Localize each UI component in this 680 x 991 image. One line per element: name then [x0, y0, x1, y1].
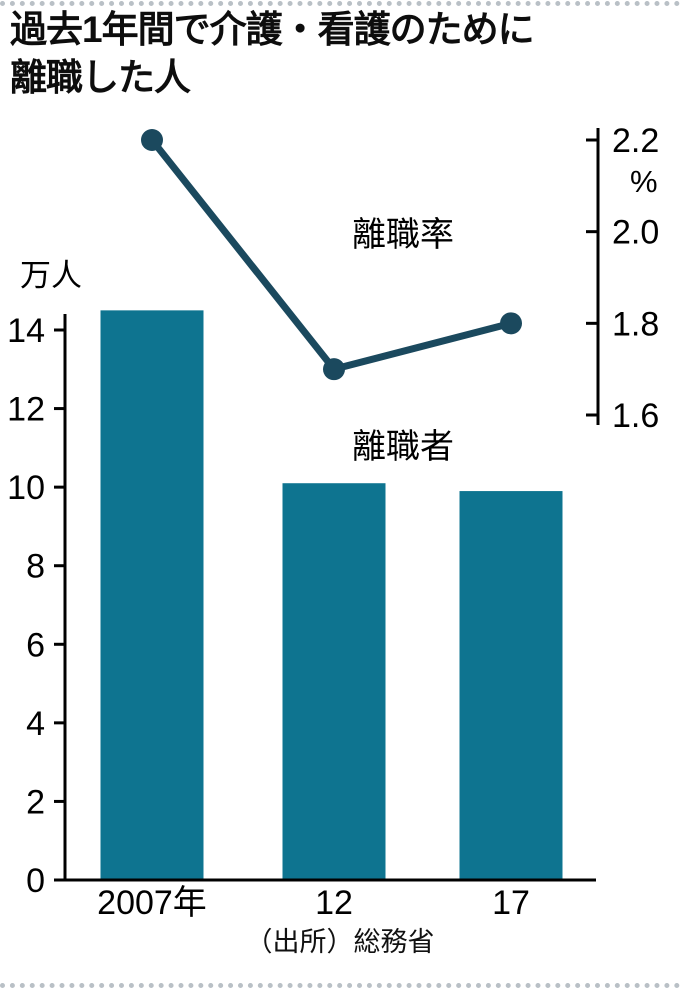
bar-12	[282, 483, 386, 880]
left-tick-label-6: 6	[26, 626, 45, 664]
left-tick-label-0: 0	[26, 862, 45, 900]
turnover-rate-line	[149, 137, 512, 374]
chart-title: 過去1年間で介護・看護のために 離職した人	[10, 6, 672, 102]
left-tick-label-10: 10	[7, 469, 45, 507]
left-axis-unit-label: 万人	[20, 258, 82, 293]
right-axis-unit-label: %	[630, 164, 658, 199]
right-tick-label-1.6: 1.6	[612, 397, 659, 435]
source-label: （出所）総務省	[245, 927, 435, 957]
left-tick-label-2: 2	[26, 783, 45, 821]
right-tick-label-2.0: 2.0	[612, 214, 659, 252]
dotted-divider-bottom	[0, 983, 680, 988]
bar-2007年	[100, 310, 204, 880]
x-label-17: 17	[492, 884, 530, 922]
x-label-12: 12	[315, 884, 353, 922]
chart-title-line1: 過去1年間で介護・看護のために	[10, 9, 535, 50]
x-label-2007年: 2007年	[97, 884, 207, 922]
line-point-2007年	[141, 129, 163, 151]
right-tick-label-2.2: 2.2	[612, 122, 659, 160]
right-tick-label-1.8: 1.8	[612, 305, 659, 343]
left-tick-label-14: 14	[7, 312, 45, 350]
line-point-17	[500, 312, 522, 335]
left-tick-label-4: 4	[26, 705, 45, 743]
chart-title-line2: 離職した人	[10, 57, 191, 99]
left-tick-label-8: 8	[26, 548, 45, 586]
left-tick-label-12: 12	[7, 391, 45, 429]
line-point-12	[323, 358, 345, 381]
line-series-label: 離職率	[352, 216, 454, 254]
bar-series-label: 離職者	[352, 428, 454, 466]
bar-17	[459, 491, 563, 880]
dotted-divider-top	[0, 1, 680, 6]
